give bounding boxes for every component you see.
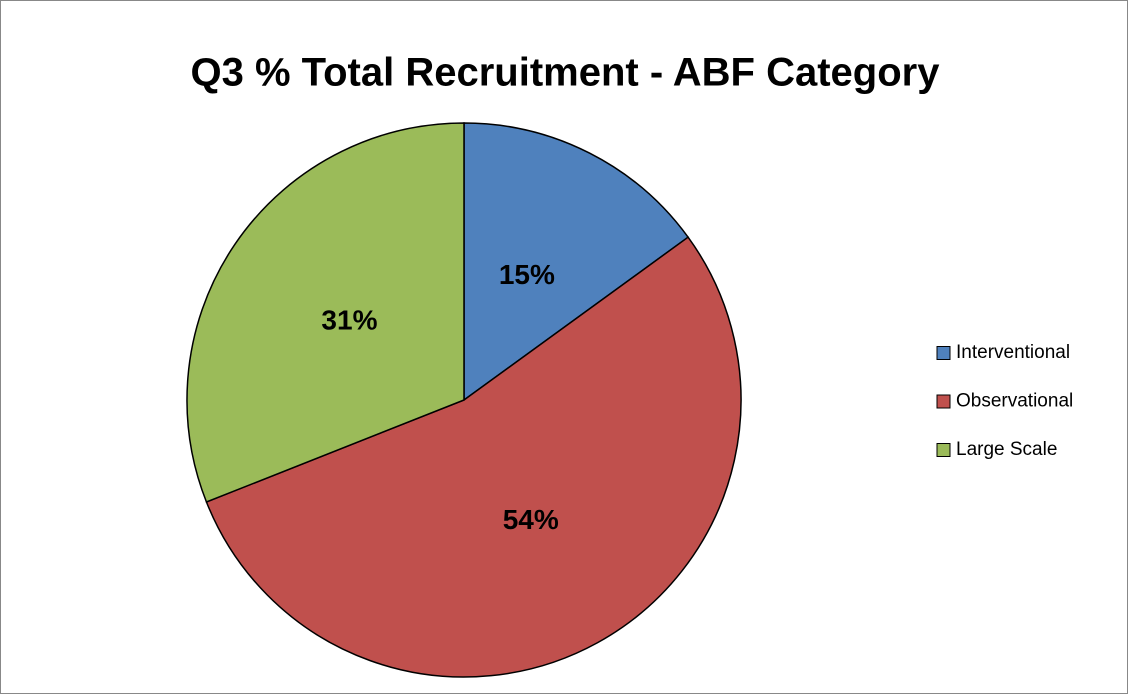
legend-swatch xyxy=(936,394,951,409)
data-label: 31% xyxy=(321,305,377,336)
pie-slice xyxy=(205,236,742,678)
chart-title: Q3 % Total Recruitment - ABF Category xyxy=(191,51,941,95)
data-label: 15% xyxy=(499,259,555,290)
pie-slice xyxy=(186,122,465,503)
data-label: 54% xyxy=(503,504,559,535)
pie-slice xyxy=(463,122,690,402)
legend-label: Interventional xyxy=(956,342,1070,363)
legend-swatch xyxy=(936,443,951,457)
legend-label: Observational xyxy=(956,391,1073,412)
legend-swatch xyxy=(936,346,951,360)
legend-label: Large Scale xyxy=(956,439,1057,460)
